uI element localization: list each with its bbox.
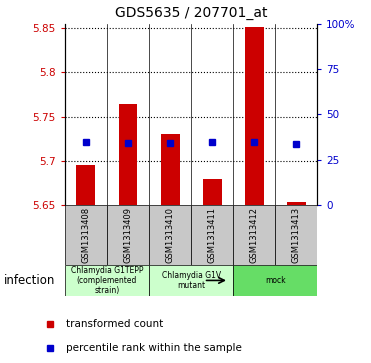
- Bar: [149, 265, 233, 296]
- Bar: [233, 265, 317, 296]
- Bar: [161, 134, 180, 205]
- Text: GSM1313408: GSM1313408: [82, 207, 91, 263]
- Text: transformed count: transformed count: [66, 319, 164, 329]
- Text: GSM1313412: GSM1313412: [250, 207, 259, 263]
- Bar: [233, 205, 275, 265]
- Text: percentile rank within the sample: percentile rank within the sample: [66, 343, 242, 352]
- Bar: [65, 265, 149, 296]
- Text: mock: mock: [265, 276, 285, 285]
- Bar: [203, 179, 221, 205]
- Text: Chlamydia G1TEPP
(complemented
strain): Chlamydia G1TEPP (complemented strain): [71, 265, 143, 295]
- Bar: [275, 205, 317, 265]
- Bar: [118, 104, 137, 205]
- Text: Chlamydia G1V
mutant: Chlamydia G1V mutant: [161, 271, 221, 290]
- Text: GSM1313409: GSM1313409: [124, 207, 132, 263]
- Bar: [245, 27, 263, 205]
- Bar: [149, 205, 191, 265]
- Title: GDS5635 / 207701_at: GDS5635 / 207701_at: [115, 6, 267, 20]
- Bar: [107, 205, 149, 265]
- Text: GSM1313413: GSM1313413: [292, 207, 301, 263]
- Bar: [76, 165, 95, 205]
- Text: infection: infection: [4, 274, 55, 287]
- Text: GSM1313411: GSM1313411: [208, 207, 217, 263]
- Text: GSM1313410: GSM1313410: [165, 207, 174, 263]
- Bar: [65, 205, 107, 265]
- Bar: [287, 203, 306, 205]
- Bar: [191, 205, 233, 265]
